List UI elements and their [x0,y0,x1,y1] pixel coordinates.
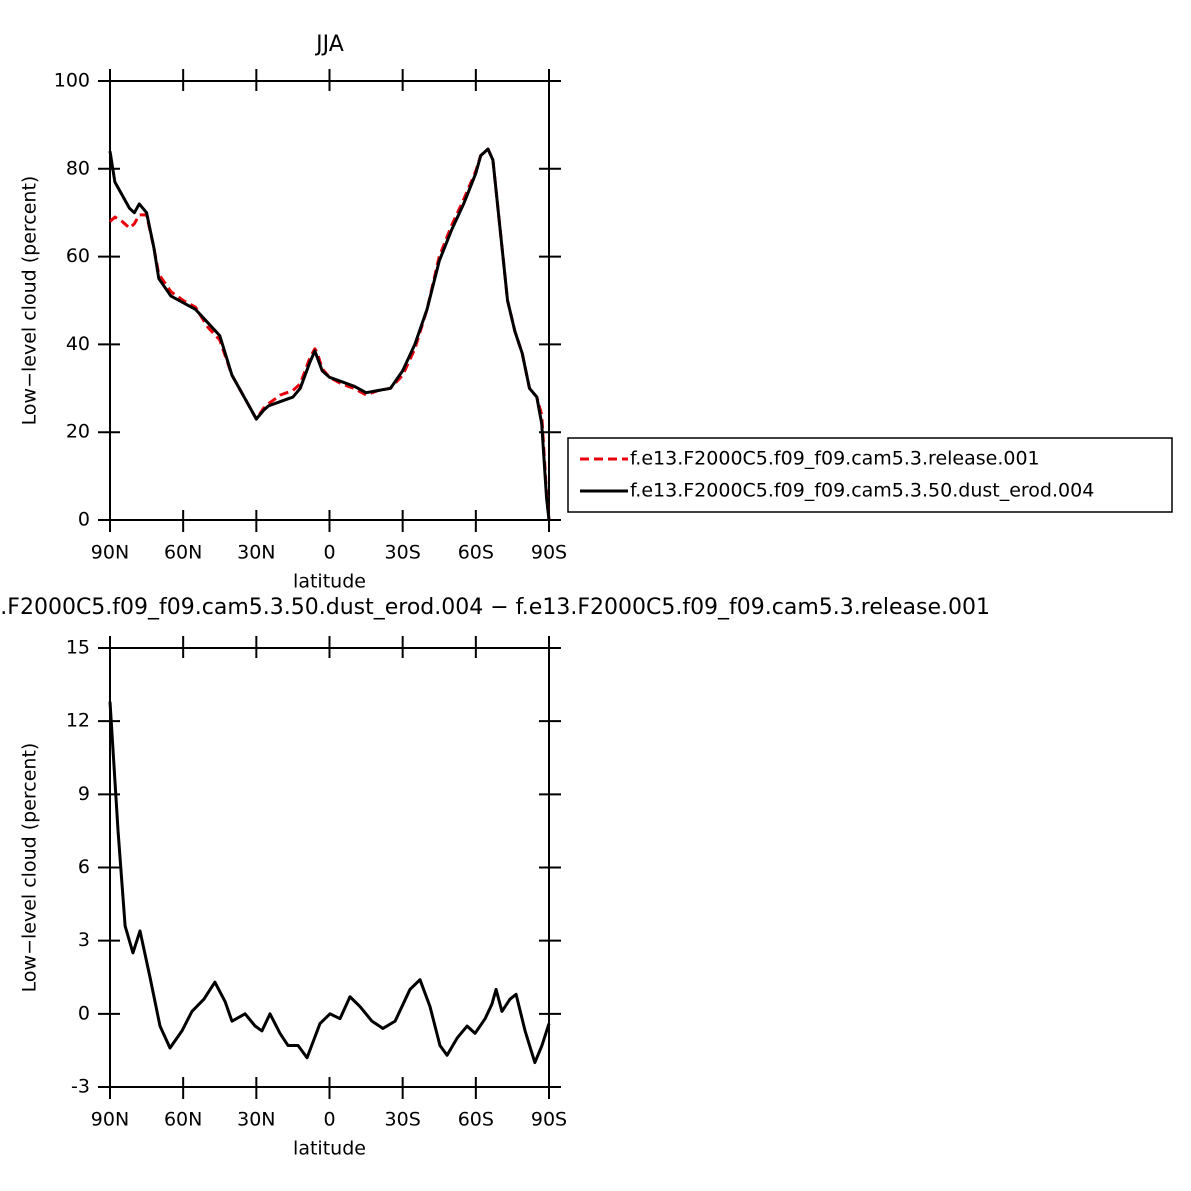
chart-title: f.e13.F2000C5.f09_f09.cam5.3.50.dust_ero… [0,595,990,620]
plot-frame [109,80,550,521]
y-tick-label: 60 [66,245,90,267]
y-axis-label: Low−level cloud (percent) [19,176,41,426]
x-tick-label: 60S [458,1109,494,1131]
data-line [108,147,551,521]
x-tick-label: 90N [91,542,129,564]
x-tick-label: 90N [91,1109,129,1131]
legend-box [567,437,1173,513]
y-tick-label: 12 [66,710,90,732]
x-tick-label: 30S [385,542,421,564]
y-tick-label: 6 [78,856,90,878]
chart-title: JJA [314,32,344,57]
x-tick-label: 60N [164,1109,202,1131]
y-tick-label: 0 [78,509,90,531]
data-line [108,701,551,1065]
y-axis-label: Low−level cloud (percent) [19,743,41,993]
y-tick-label: 100 [54,70,90,92]
x-tick-label: 60S [458,542,494,564]
x-axis-label: latitude [293,571,366,593]
legend-label: f.e13.F2000C5.f09_f09.cam5.3.release.001 [630,448,1040,470]
x-tick-label: 0 [323,542,335,564]
data-line [108,147,551,521]
x-tick-label: 0 [323,1109,335,1131]
x-tick-label: 90S [531,542,567,564]
y-tick-label: 15 [66,637,90,659]
legend-label: f.e13.F2000C5.f09_f09.cam5.3.50.dust_ero… [630,480,1094,502]
y-tick-label: 40 [66,333,90,355]
x-tick-label: 90S [531,1109,567,1131]
y-tick-label: 9 [78,783,90,805]
y-tick-label: 0 [78,1002,90,1024]
x-tick-label: 60N [164,542,202,564]
x-tick-label: 30N [237,542,275,564]
y-tick-label: 80 [66,157,90,179]
y-tick-label: 20 [66,421,90,443]
x-tick-label: 30N [237,1109,275,1131]
x-tick-label: 30S [385,1109,421,1131]
x-axis-label: latitude [293,1138,366,1160]
y-tick-label: -3 [71,1076,90,1098]
y-tick-label: 3 [78,929,90,951]
